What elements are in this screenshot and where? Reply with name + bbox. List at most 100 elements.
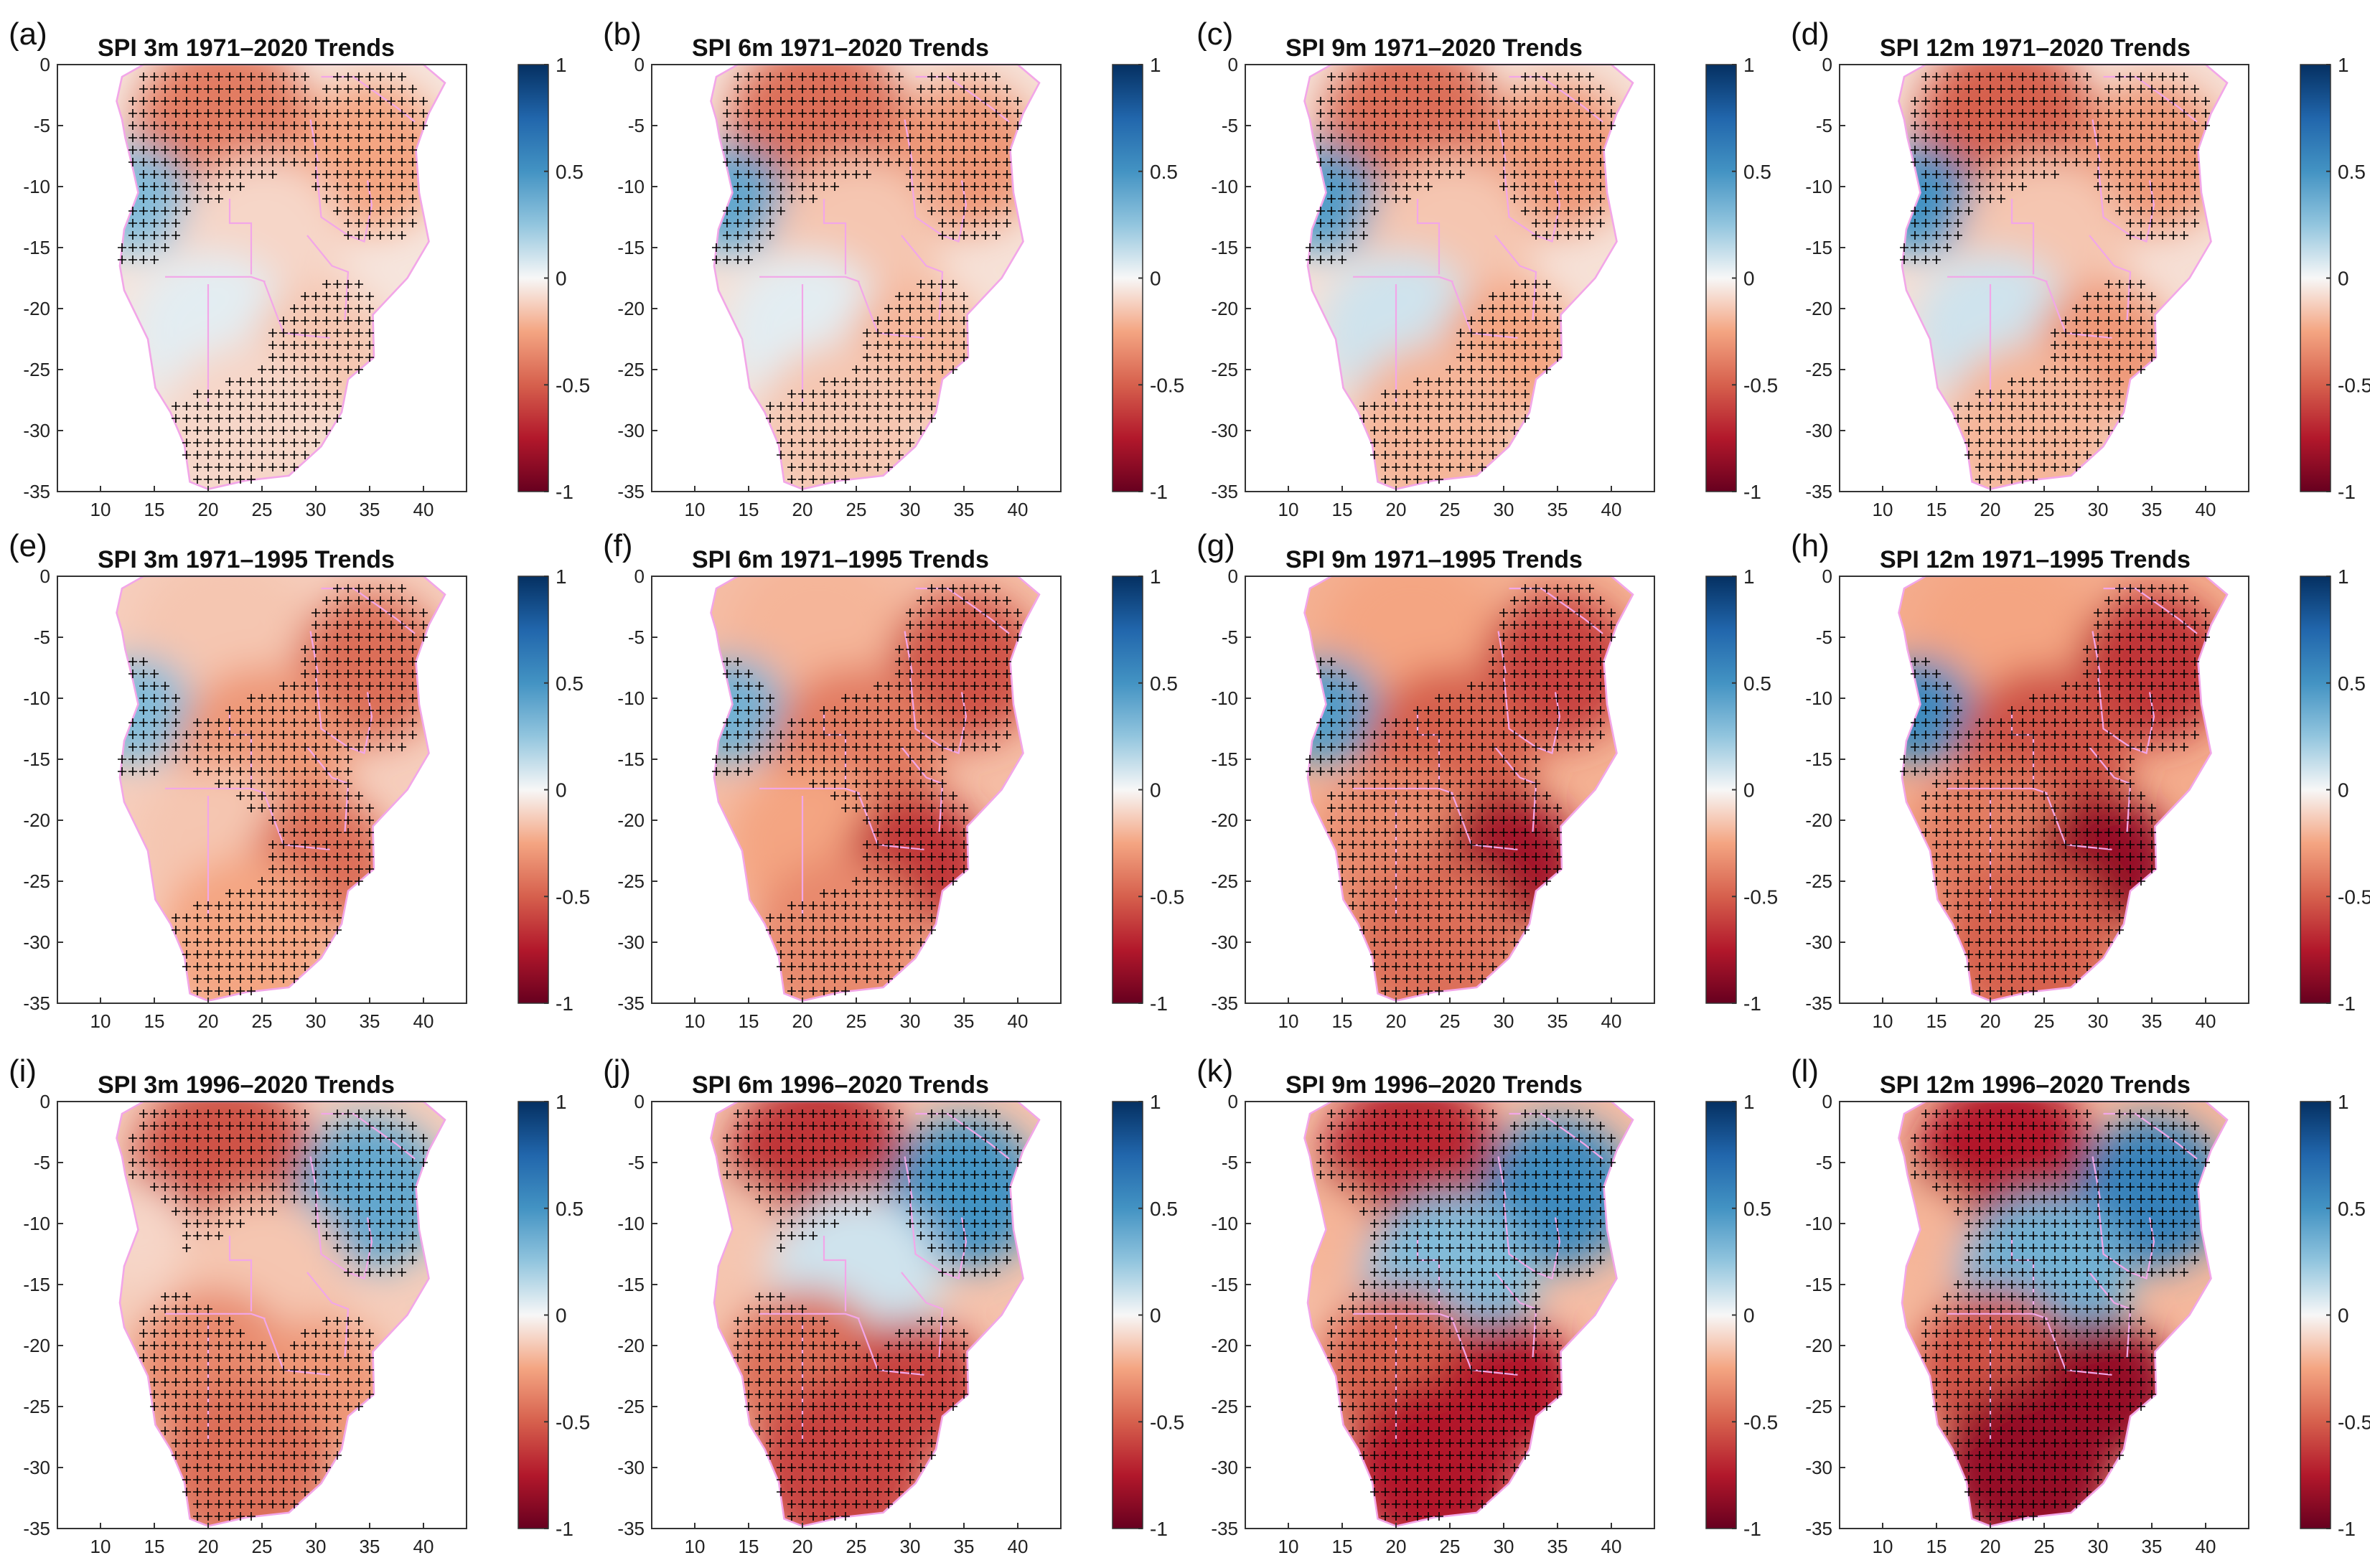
country-border [823,1236,847,1312]
y-tick-label: -15 [1805,1274,1832,1295]
x-tick-label: 15 [1926,1536,1947,1557]
colorbar-tick-label: 0.5 [1743,672,1771,695]
x-tick-label: 15 [1332,1010,1353,1032]
y-tick-label: -30 [1805,1457,1832,1478]
x-tick-label: 40 [413,499,434,520]
country-border [1353,276,1453,283]
y-tick-label: -10 [1211,176,1238,197]
panel-letter: (j) [603,1053,631,1089]
trend-field [711,576,1039,1001]
y-tick-label: -20 [1211,809,1238,831]
x-tick-label: 10 [90,1536,111,1557]
y-tick-label: -35 [1805,1518,1832,1539]
x-tick-label: 15 [1926,1010,1947,1032]
y-tick-label: -10 [617,1213,645,1234]
y-tick-label: 0 [1228,54,1238,75]
y-tick-label: -25 [1805,1396,1832,1417]
x-tick-label: 15 [1926,499,1947,520]
x-tick-label: 30 [2088,1010,2109,1032]
y-tick-label: -5 [1816,626,1832,648]
panel-letter: (l) [1791,1053,1819,1089]
panel-title: SPI 9m 1971–2020 Trends [1285,34,1583,62]
colorbar-tick-label: -0.5 [556,374,590,396]
y-tick-label: -25 [23,870,50,892]
colorbar [1705,576,1737,1004]
x-tick-label: 30 [1494,1536,1514,1557]
y-tick-label: -25 [617,1396,645,1417]
panel-letter: (b) [603,17,642,52]
colorbar-tick-label: 0 [2338,1305,2349,1327]
colorbar-tick-label: 1 [1743,1091,1755,1113]
y-tick-label: -35 [1211,1518,1238,1539]
x-tick-label: 25 [252,1536,273,1557]
y-tick-label: 0 [634,565,645,587]
country-border [2092,631,2102,675]
y-tick-label: -30 [617,1457,645,1478]
region-south [1942,344,2114,489]
x-tick-label: 15 [739,1010,759,1032]
country-border [909,1198,968,1280]
x-tick-label: 15 [1332,499,1353,520]
x-tick-label: 35 [360,499,380,520]
colorbar [2300,64,2331,492]
y-tick-label: -5 [628,1152,645,1173]
colorbar [1705,1101,1737,1529]
x-tick-label: 10 [685,499,706,520]
colorbar-tick-label: 0 [2338,268,2349,290]
y-tick-label: -20 [23,809,50,831]
y-tick-label: 0 [40,54,50,75]
x-tick-label: 40 [2196,1536,2216,1557]
y-tick-label: -20 [23,298,50,319]
significance-markers [1306,584,1616,995]
country-border [314,1198,373,1280]
y-tick-label: -15 [23,748,50,770]
colorbar-tick-label: -1 [556,1518,573,1540]
x-tick-label: 30 [900,499,921,520]
y-tick-label: -30 [617,931,645,953]
x-tick-label: 20 [1980,1010,2001,1032]
colorbar-tick-label: 0 [1743,1305,1755,1327]
colorbar-tick-label: 0 [1743,268,1755,290]
y-tick-label: -35 [617,992,645,1014]
x-tick-label: 30 [1494,499,1514,520]
country-border [1353,1313,1453,1320]
y-tick-label: -5 [34,1152,50,1173]
y-tick-label: -5 [1816,115,1832,136]
country-border [1947,1313,2048,1320]
country-border [165,787,266,794]
country-border [1353,787,1453,794]
country-border [228,1236,253,1312]
y-tick-label: 0 [1228,1091,1238,1112]
x-tick-label: 10 [1873,499,1893,520]
y-tick-label: -25 [23,1396,50,1417]
y-tick-label: -35 [23,992,50,1014]
colorbar-tick-label: 0.5 [1743,1198,1771,1220]
colorbar-tick-label: -1 [2338,992,2356,1015]
colorbar-tick-label: -0.5 [1150,1411,1184,1433]
region-west_coast [1898,1182,1975,1290]
y-tick-label: -20 [617,1335,645,1356]
region-west_coast [1304,1182,1380,1290]
x-tick-label: 30 [306,1536,327,1557]
colorbar-tick-label: 0 [556,779,567,802]
colorbar-tick-label: 1 [1150,1091,1161,1113]
colorbar-tick-label: 1 [2338,54,2349,76]
significance-markers [1900,72,2210,484]
region-south [754,856,927,1001]
region-south [159,856,332,1001]
country-border [909,161,968,243]
colorbar-tick-label: -0.5 [2338,374,2370,396]
y-tick-label: -30 [1805,931,1832,953]
colorbar-tick-label: 0.5 [2338,161,2366,183]
colorbar-tick-label: 0.5 [1743,161,1771,183]
x-tick-label: 20 [198,1536,219,1557]
x-tick-label: 25 [1440,1010,1461,1032]
y-tick-label: -15 [23,1274,50,1295]
colorbar-tick-label: 0.5 [556,1198,584,1220]
colorbar-tick-label: 0.5 [556,161,584,183]
y-tick-label: 0 [1822,54,1832,75]
colorbar-tick-label: -1 [2338,1518,2356,1540]
